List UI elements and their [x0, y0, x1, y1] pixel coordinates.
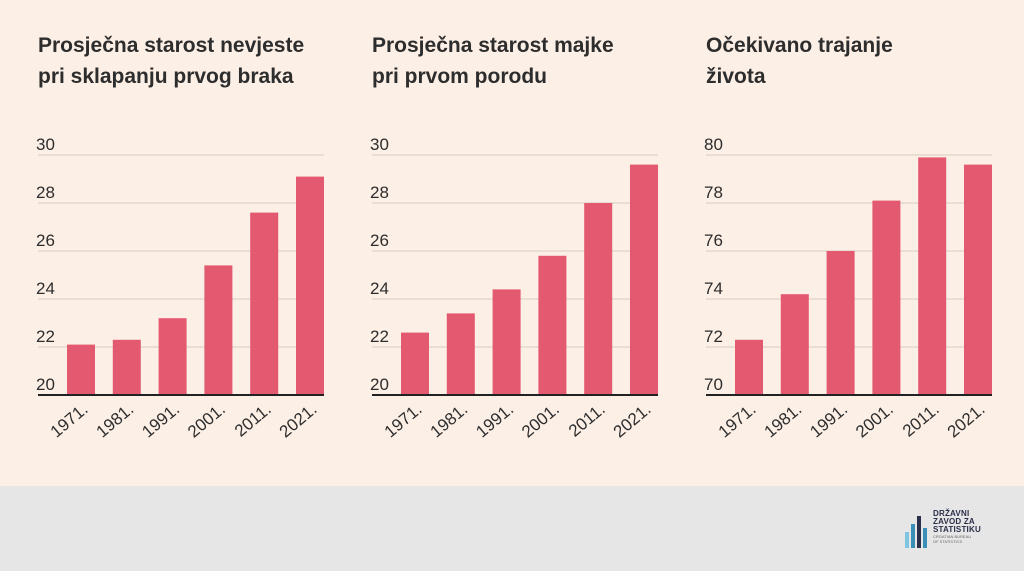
bar [446, 313, 475, 395]
dzs-logo[interactable]: DRŽAVNI ZAVOD ZA STATISTIKU CROATIAN BUR… [905, 510, 1015, 550]
y-tick-label: 22 [36, 327, 55, 346]
x-tick-label: 1991. [138, 400, 183, 442]
y-tick-label: 74 [704, 279, 723, 298]
x-tick-label: 1971. [715, 400, 760, 442]
bar [296, 176, 324, 395]
bar [872, 200, 901, 395]
bar [67, 344, 95, 395]
y-tick-label: 24 [370, 279, 389, 298]
chart-title: Prosječna starost nevjeste pri sklapanju… [38, 30, 358, 92]
bar [826, 251, 855, 395]
bar-chart-bride-age: 20 22 24 26 28 30 1971. 1981. 1991. 2001. 2011. 202… [36, 135, 324, 442]
logo-line: DRŽAVNI [933, 509, 970, 518]
y-tick-label: 28 [370, 183, 389, 202]
x-tick-label: 2011. [899, 400, 943, 441]
x-tick-label: 1971. [381, 400, 426, 442]
y-tick-label: 70 [704, 375, 723, 394]
y-tick-label: 28 [36, 183, 55, 202]
x-tick-label: 1981. [427, 400, 472, 442]
y-tick-label: 26 [36, 231, 55, 250]
chart-title-line: Prosječna starost nevjeste [38, 34, 305, 57]
bar [492, 289, 521, 395]
y-tick-label: 80 [704, 135, 723, 154]
x-tick-label: 2011. [231, 400, 275, 441]
logo-line: STATISTIKU [933, 525, 981, 534]
x-tick-label: 1991. [472, 400, 517, 442]
x-tick-label: 1971. [47, 400, 92, 442]
bar [204, 265, 233, 395]
x-tick-label: 1981. [761, 400, 806, 442]
y-tick-label: 20 [370, 375, 389, 394]
chart-title-line: života [706, 65, 766, 88]
chart-title-line: Očekivano trajanje [706, 34, 893, 57]
x-tick-label: 2011. [565, 400, 609, 441]
y-tick-label: 24 [36, 279, 55, 298]
bar [584, 203, 613, 395]
x-tick-label: 1991. [806, 400, 851, 442]
bar [630, 164, 658, 395]
bar [401, 332, 429, 395]
logo-subline: OF STATISTICS [933, 539, 963, 544]
x-tick-label: 2021. [276, 400, 321, 442]
x-tick-label: 1981. [93, 400, 138, 442]
x-tick-label: 2001. [518, 400, 563, 442]
logo-subline: CROATIAN BUREAU [933, 534, 972, 539]
chart-title-line: pri prvom porodu [372, 65, 547, 88]
chart-title-line: pri sklapanju prvog braka [38, 65, 294, 88]
y-tick-label: 72 [704, 327, 723, 346]
bar [112, 339, 141, 395]
logo-line: ZAVOD ZA [933, 517, 975, 526]
bar [780, 294, 809, 395]
y-tick-label: 78 [704, 183, 723, 202]
bar [538, 255, 567, 395]
chart-title-line: Prosječna starost majke [372, 34, 614, 57]
chart-title: Očekivano trajanje života [706, 30, 1024, 92]
x-tick-label: 2001. [184, 400, 229, 442]
logo-text: DRŽAVNI ZAVOD ZA STATISTIKU CROATIAN BUR… [933, 509, 981, 545]
y-tick-label: 20 [36, 375, 55, 394]
x-tick-label: 2001. [852, 400, 897, 442]
bar [735, 339, 763, 395]
bar-chart-life-expectancy: 70 72 74 76 78 80 1971. 1981. 1991. 2001. 2011. 202… [704, 135, 992, 442]
y-tick-label: 26 [370, 231, 389, 250]
bar [250, 212, 279, 395]
footer: DRŽAVNI ZAVOD ZA STATISTIKU CROATIAN BUR… [0, 486, 1024, 571]
bar-chart-mother-age: 20 22 24 26 28 30 1971. 1981. 1991. 2001. 2011. 202… [370, 135, 658, 442]
infographic: Prosječna starost nevjeste pri sklapanju… [36, 0, 1024, 486]
y-tick-label: 76 [704, 231, 723, 250]
chart-title: Prosječna starost majke pri prvom porodu [372, 30, 692, 92]
bar [918, 157, 947, 395]
y-tick-label: 30 [370, 135, 389, 154]
chart-panel-life-expectancy: Očekivano trajanje života 70 72 74 76 78 80 19… [704, 0, 1024, 486]
chart-panel-bride-age: Prosječna starost nevjeste pri sklapanju… [36, 0, 368, 486]
x-tick-label: 2021. [610, 400, 655, 442]
bar [964, 164, 992, 395]
y-tick-label: 30 [36, 135, 55, 154]
chart-panel-mother-age: Prosječna starost majke pri prvom porodu… [370, 0, 702, 486]
bar [158, 318, 187, 395]
statistics-bars-icon [905, 516, 927, 548]
x-tick-label: 2021. [944, 400, 989, 442]
y-tick-label: 22 [370, 327, 389, 346]
